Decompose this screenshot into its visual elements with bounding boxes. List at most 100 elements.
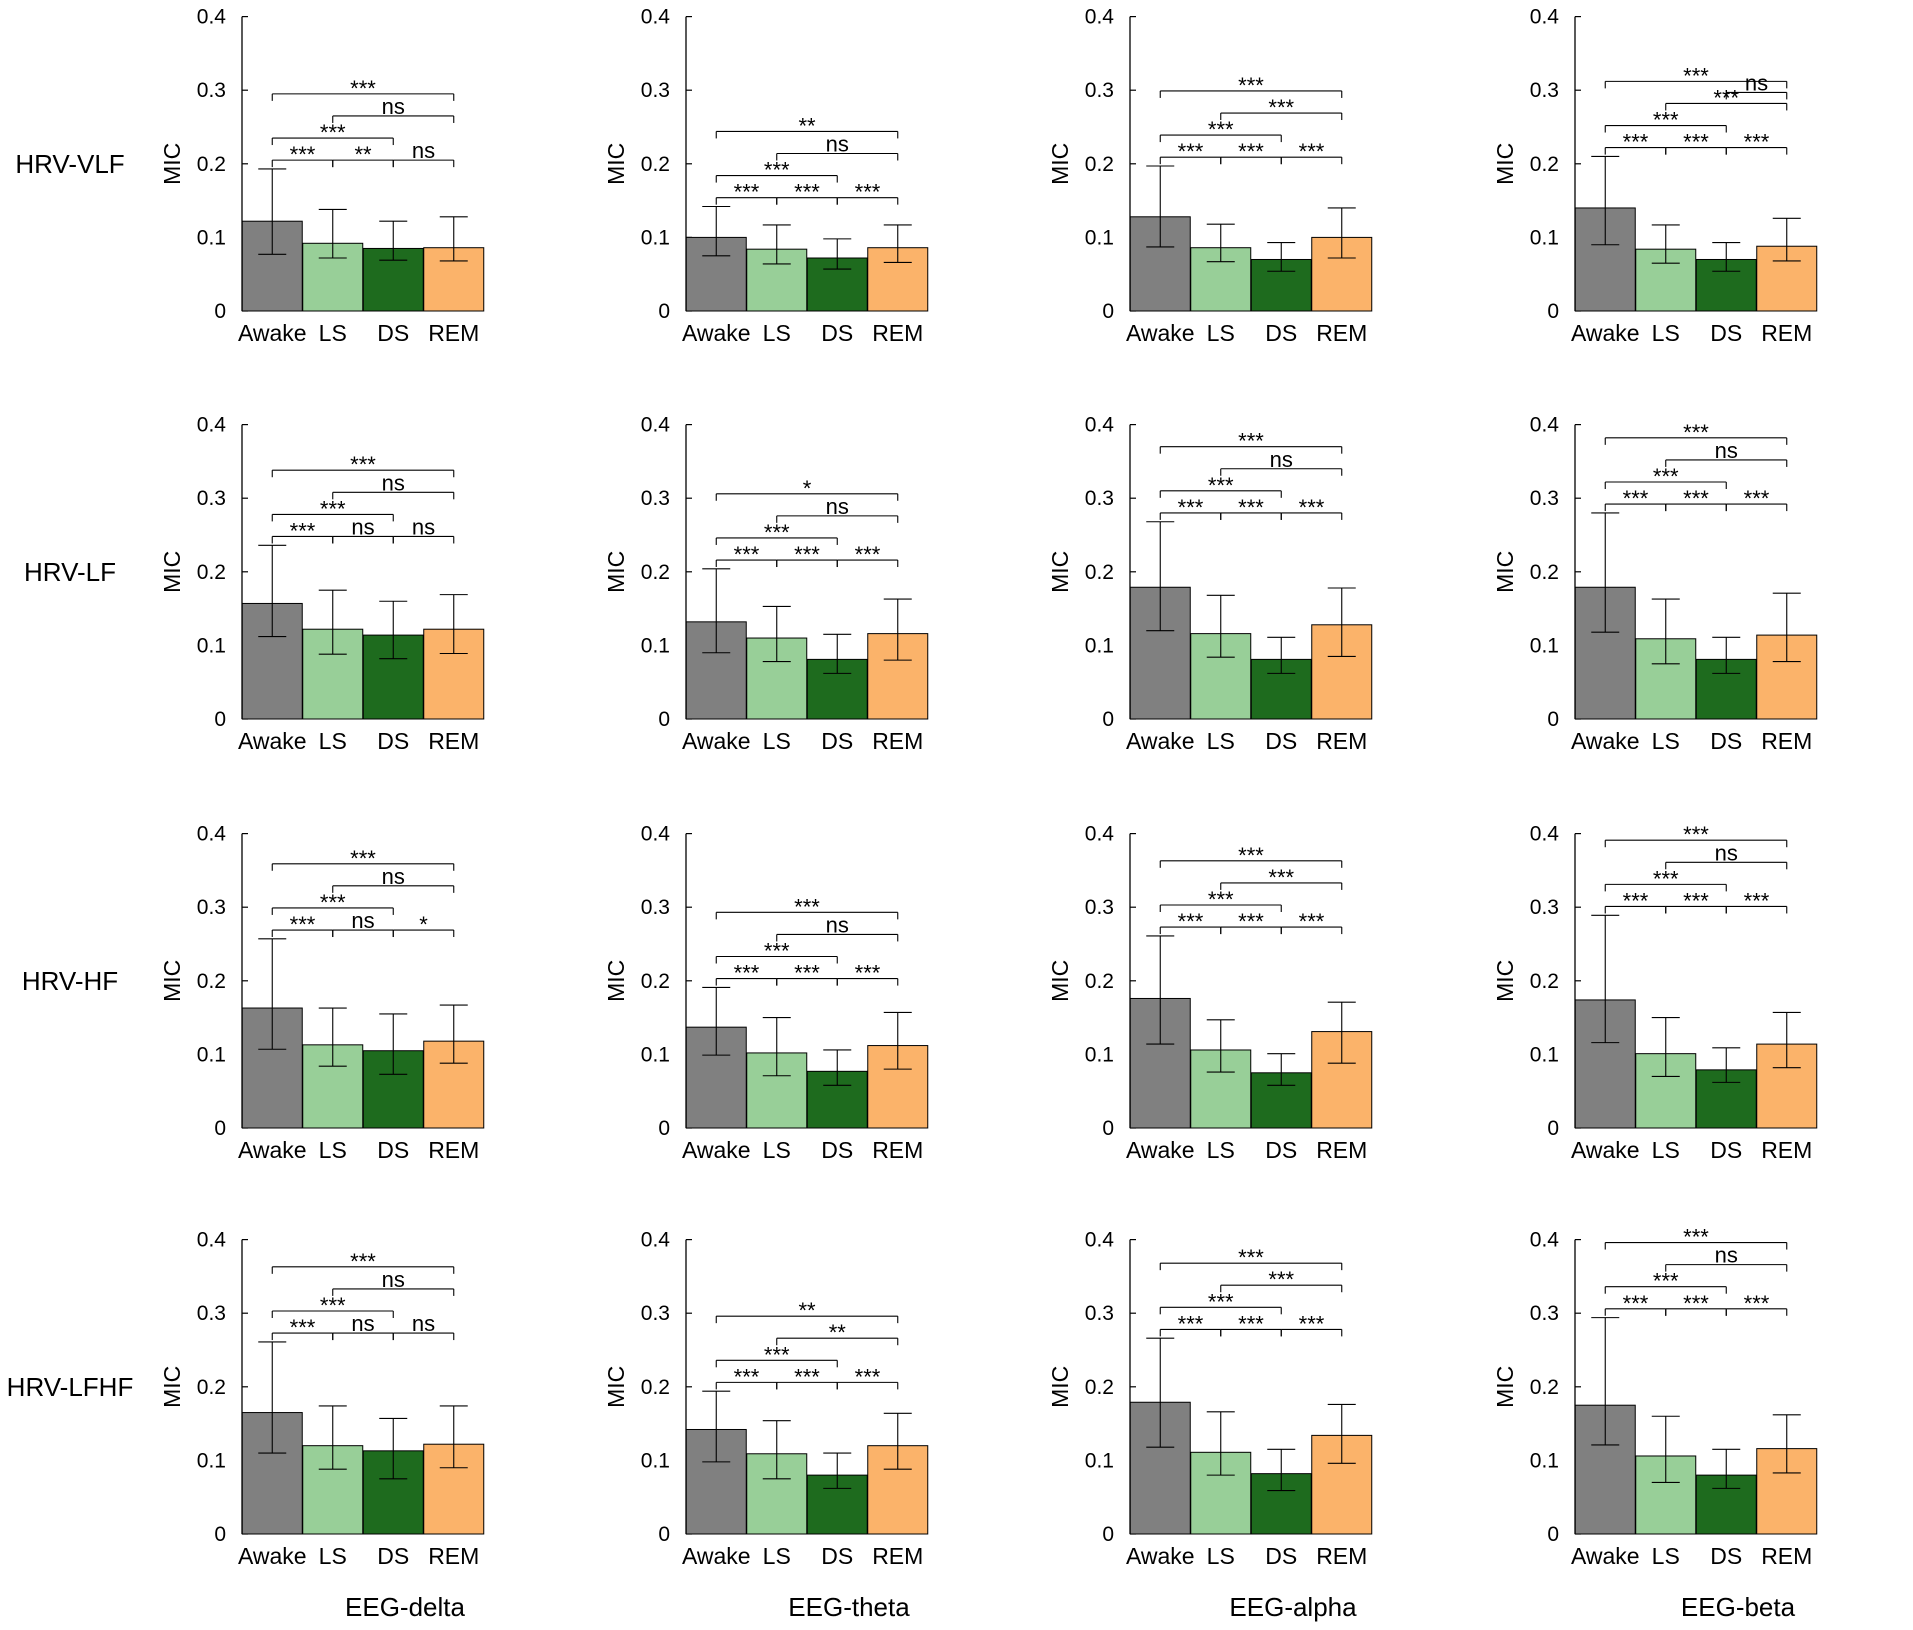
- y-tick-label: 0.1: [1530, 226, 1559, 249]
- significance-bracket: ***: [271, 76, 455, 101]
- significance-bracket: ns: [1665, 438, 1788, 467]
- x-tick-label-awake: Awake: [238, 320, 307, 346]
- y-tick-label: 0: [1547, 1523, 1559, 1546]
- y-tick-label: 0: [214, 1117, 226, 1140]
- significance-label: *: [419, 912, 428, 937]
- significance-label: ***: [1238, 139, 1264, 164]
- x-tick-label-rem: REM: [872, 728, 923, 754]
- error-bar-rem: [1772, 1011, 1801, 1069]
- significance-bracket: ***: [836, 961, 899, 986]
- significance-label: ***: [1268, 865, 1294, 890]
- y-tick-label: 0.2: [1085, 970, 1114, 993]
- error-bar-ls: [318, 208, 347, 259]
- error-bar-ds: [1712, 636, 1741, 674]
- error-bar-ds: [1712, 1047, 1741, 1083]
- significance-bracket: ns: [392, 138, 455, 168]
- significance-bracket: ***: [1159, 73, 1343, 98]
- significance-bracket: ***: [1159, 495, 1222, 520]
- row-label-1: HRV-LF: [24, 557, 116, 587]
- significance-bracket: ***: [1220, 95, 1343, 121]
- x-tick-label-ls: LS: [763, 1137, 791, 1163]
- significance-bracket: ***: [1725, 888, 1788, 914]
- significance-bracket: ***: [1604, 464, 1727, 490]
- y-tick-label: 0.1: [1530, 634, 1559, 657]
- x-tick-label-ls: LS: [1207, 320, 1235, 346]
- significance-label: ns: [351, 514, 374, 539]
- y-tick-label: 0.1: [1530, 1043, 1559, 1066]
- y-tick-label: 0.4: [1530, 6, 1560, 29]
- significance-bracket: ***: [1220, 1311, 1282, 1337]
- significance-label: ***: [1268, 95, 1294, 120]
- y-tick-label: 0.1: [641, 226, 670, 249]
- significance-bracket: ***: [1604, 888, 1667, 914]
- significance-label: ***: [1299, 495, 1325, 520]
- y-tick-label: 0.2: [1530, 970, 1559, 993]
- significance-label: ***: [350, 846, 376, 871]
- significance-bracket: ***: [1280, 495, 1343, 520]
- significance-label: ***: [1623, 130, 1649, 155]
- significance-bracket: ***: [715, 180, 778, 205]
- error-bar-rem: [439, 1405, 468, 1469]
- significance-label: ***: [290, 912, 316, 937]
- y-tick-label: 0.4: [1085, 6, 1115, 29]
- y-tick-label: 0.4: [197, 414, 227, 437]
- y-tick-label: 0: [214, 1523, 226, 1546]
- error-bar-awake: [1591, 914, 1620, 1044]
- significance-bracket: ***: [1604, 130, 1667, 155]
- significance-bracket: ns: [1220, 447, 1343, 476]
- x-tick-label-ds: DS: [1265, 1543, 1297, 1569]
- y-tick-label: 0: [1102, 300, 1114, 323]
- error-bar-ls: [318, 589, 347, 655]
- y-tick-label: 0: [1547, 300, 1559, 323]
- row-label-2: HRV-HF: [22, 966, 118, 996]
- x-tick-label-rem: REM: [1316, 1137, 1367, 1163]
- x-tick-label-awake: Awake: [238, 1543, 307, 1569]
- significance-label: ***: [350, 452, 376, 477]
- error-bar-ls: [762, 224, 791, 265]
- y-axis-label: MIC: [159, 143, 185, 185]
- x-tick-label-awake: Awake: [682, 1137, 751, 1163]
- significance-bracket: ***: [1220, 495, 1282, 520]
- significance-label: ***: [1238, 909, 1264, 934]
- y-axis-label: MIC: [1492, 1366, 1518, 1408]
- significance-bracket: ***: [1220, 1267, 1343, 1293]
- error-bar-ds: [379, 1013, 408, 1075]
- y-tick-label: 0.3: [1530, 79, 1559, 102]
- y-tick-label: 0.2: [197, 561, 226, 584]
- y-tick-label: 0.2: [197, 1376, 226, 1399]
- significance-bracket: ***: [1665, 85, 1788, 111]
- significance-label: ***: [855, 961, 881, 986]
- bar-rem: [1311, 624, 1373, 720]
- significance-label: ***: [1299, 1311, 1325, 1336]
- y-tick-label: 0.2: [641, 1376, 670, 1399]
- significance-bracket: ***: [1159, 117, 1282, 143]
- significance-label: ***: [1208, 887, 1234, 912]
- significance-label: ***: [1178, 495, 1204, 520]
- col-label-1: EEG-theta: [788, 1592, 910, 1622]
- significance-label: ***: [1744, 486, 1770, 511]
- x-tick-label-rem: REM: [1316, 728, 1367, 754]
- error-bar-awake: [258, 938, 287, 1050]
- error-bar-ls: [1206, 1411, 1235, 1476]
- y-tick-label: 0.4: [197, 6, 227, 29]
- significance-bracket: ns: [392, 1311, 455, 1341]
- significance-label: ***: [1268, 1267, 1294, 1292]
- error-bar-rem: [439, 594, 468, 655]
- significance-bracket: ***: [1604, 420, 1788, 445]
- significance-label: ***: [1299, 909, 1325, 934]
- significance-label: ***: [1683, 822, 1709, 847]
- error-bar-awake: [702, 986, 731, 1056]
- error-bar-awake: [1591, 1317, 1620, 1446]
- significance-label: ns: [412, 514, 435, 539]
- significance-bracket: ***: [1220, 865, 1343, 890]
- significance-bracket: ***: [1604, 1269, 1727, 1294]
- significance-label: ***: [734, 180, 760, 205]
- x-tick-label-rem: REM: [1761, 1543, 1812, 1569]
